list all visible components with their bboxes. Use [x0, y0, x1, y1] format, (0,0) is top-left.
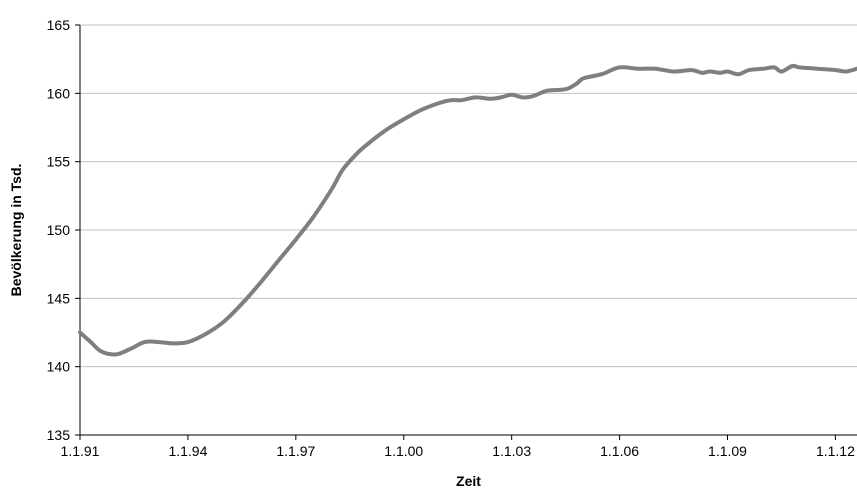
y-tick-label: 145: [47, 290, 71, 306]
x-tick-label: 1.1.06: [600, 443, 639, 459]
x-tick-labels: 1.1.91 1.1.94 1.1.97 1.1.00 1.1.03 1.1.06 1.1.…: [61, 443, 856, 459]
x-tick-label: 1.1.97: [276, 443, 315, 459]
y-tick-label: 155: [47, 154, 71, 170]
x-tick-label: 1.1.09: [708, 443, 747, 459]
y-tick-label: 135: [47, 427, 71, 443]
x-tick-label: 1.1.94: [168, 443, 207, 459]
gridlines: [80, 24, 857, 368]
y-tick-label: 165: [47, 17, 71, 33]
y-tick-label: 150: [47, 222, 71, 238]
y-tick-label: 160: [47, 85, 71, 101]
plot-series: [78, 63, 857, 357]
x-tick-label: 1.1.91: [61, 443, 100, 459]
x-tick-label: 1.1.12: [816, 443, 855, 459]
x-tick-label: 1.1.03: [492, 443, 531, 459]
y-axis-title: Bevölkerung in Tsd.: [8, 164, 24, 297]
x-axis-title: Zeit: [456, 473, 481, 489]
axes: [75, 24, 857, 440]
population-series-line: [78, 63, 857, 357]
y-tick-labels: 135 140 145 150 155 160 165: [47, 17, 71, 443]
y-tick-label: 140: [47, 359, 71, 375]
x-tick-label: 1.1.00: [384, 443, 423, 459]
